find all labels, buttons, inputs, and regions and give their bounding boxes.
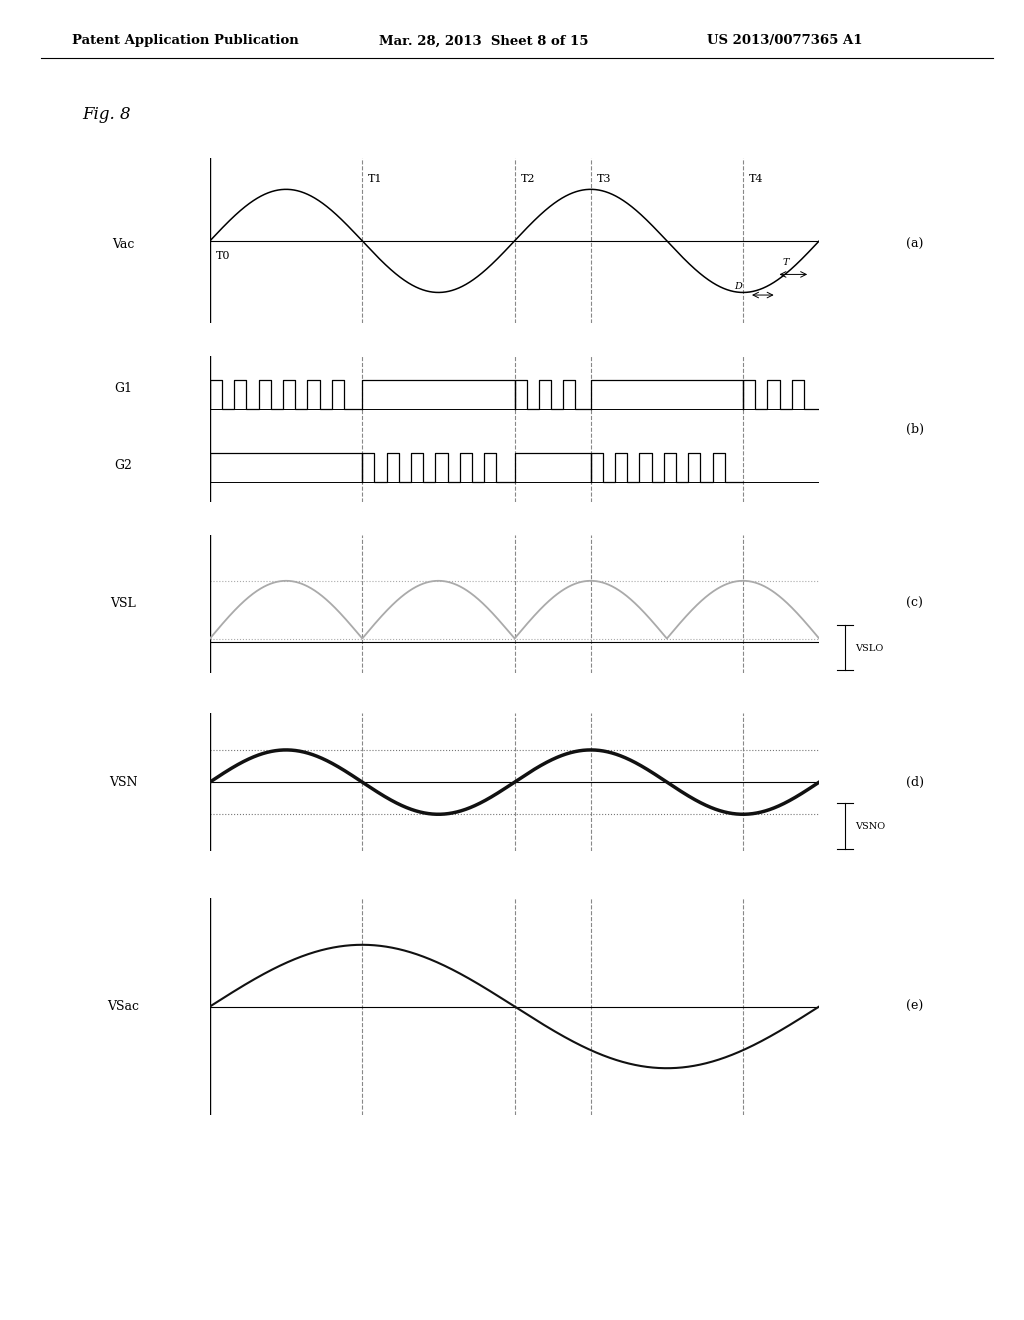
Text: T1: T1	[369, 174, 383, 183]
Text: Patent Application Publication: Patent Application Publication	[72, 34, 298, 48]
Text: T4: T4	[750, 174, 764, 183]
Text: (a): (a)	[906, 238, 924, 251]
Text: T: T	[782, 259, 790, 267]
Text: (c): (c)	[906, 598, 923, 610]
Text: G1: G1	[114, 381, 132, 395]
Text: Fig. 8: Fig. 8	[82, 106, 130, 123]
Text: (b): (b)	[906, 422, 925, 436]
Text: VSNO: VSNO	[855, 822, 885, 832]
Text: VSLO: VSLO	[855, 644, 884, 653]
Text: VSL: VSL	[110, 598, 136, 610]
Text: US 2013/0077365 A1: US 2013/0077365 A1	[707, 34, 862, 48]
Text: T3: T3	[597, 174, 611, 183]
Text: (d): (d)	[906, 776, 925, 788]
Text: G2: G2	[114, 459, 132, 471]
Text: D: D	[734, 282, 741, 290]
Text: T2: T2	[520, 174, 536, 183]
Text: VSN: VSN	[109, 776, 137, 788]
Text: Mar. 28, 2013  Sheet 8 of 15: Mar. 28, 2013 Sheet 8 of 15	[379, 34, 589, 48]
Text: T0: T0	[216, 251, 230, 261]
Text: (e): (e)	[906, 1001, 924, 1012]
Text: VSac: VSac	[106, 1001, 139, 1012]
Text: Vac: Vac	[112, 238, 134, 251]
